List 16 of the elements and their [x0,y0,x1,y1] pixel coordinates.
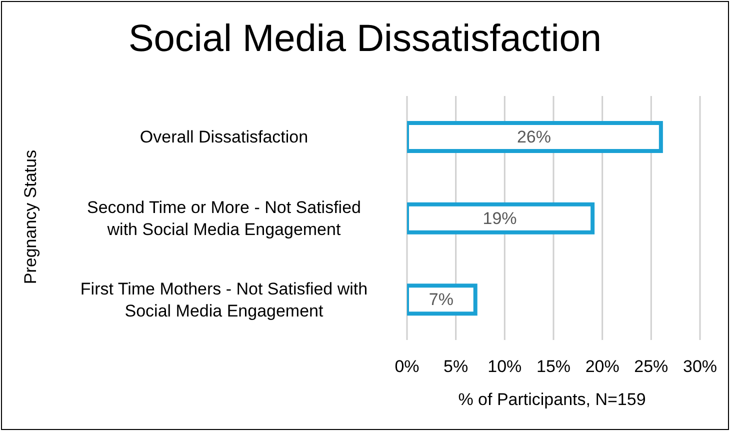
y-tick-label: Second Time or More - Not Satisfied with Social Media Engagement [86,198,362,238]
y-axis-title: Pregnancy Status [21,150,41,284]
y-tick-label: First Time Mothers - Not Satisfied with Social Media Engagement [80,278,368,320]
y-tick-label: Overall Dissatisfaction [140,127,308,146]
x-tick-label: 30% [682,357,718,376]
data-label: 7% [428,290,454,310]
x-tick-label: 5% [444,357,468,376]
data-label: 19% [482,208,517,228]
x-tick-label: 15% [536,357,571,376]
x-tick-label: 20% [585,357,620,376]
chart-title: Social Media Dissatisfaction [127,17,603,62]
x-tick-label: 10% [488,357,522,376]
data-label: 26% [516,128,551,146]
x-axis-title: % of Participants, N=159 [457,390,647,410]
x-tick-label: 0% [394,357,420,376]
x-tick-label: 25% [634,357,668,376]
